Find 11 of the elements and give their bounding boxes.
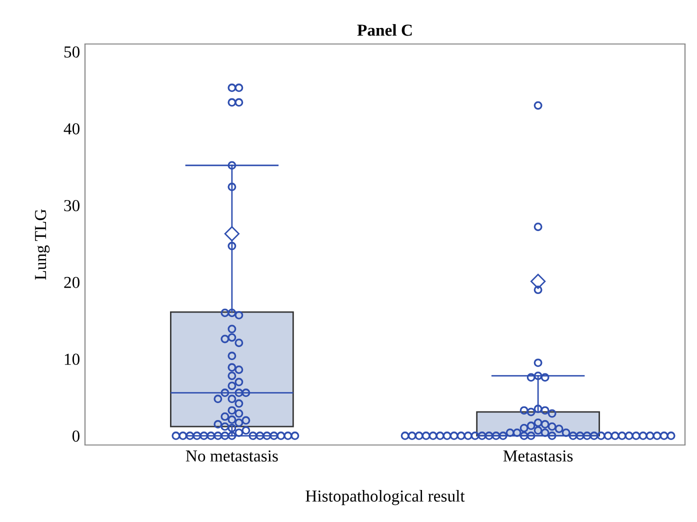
- y-axis-title: Lung TLG: [34, 209, 50, 280]
- y-tick-label: 0: [72, 430, 80, 442]
- y-tick-label: 20: [64, 276, 80, 288]
- y-tick-label: 10: [64, 354, 80, 365]
- x-tick-label: Metastasis: [503, 450, 573, 462]
- y-tick-label: 50: [64, 46, 80, 58]
- x-axis-title: Histopathological result: [306, 490, 465, 506]
- y-tick-label: 30: [64, 200, 80, 212]
- x-tick-label: No metastasis: [186, 450, 278, 462]
- y-tick-label: 40: [64, 123, 80, 134]
- chart-title: Panel C: [357, 24, 412, 36]
